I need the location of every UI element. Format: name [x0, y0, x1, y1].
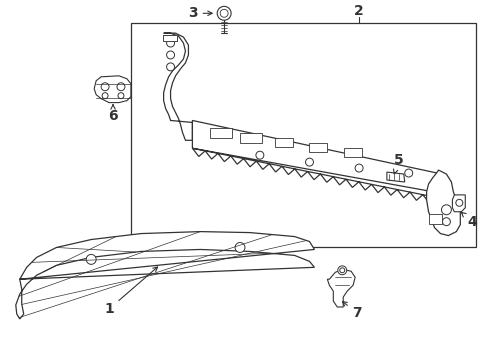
Text: 2: 2: [353, 4, 363, 18]
Circle shape: [305, 158, 313, 166]
Text: 4: 4: [461, 212, 476, 229]
Circle shape: [339, 268, 344, 273]
Bar: [309, 143, 326, 152]
Circle shape: [117, 83, 124, 91]
Circle shape: [102, 93, 108, 99]
Bar: [163, 35, 176, 41]
Bar: [344, 148, 361, 157]
Polygon shape: [386, 172, 404, 182]
Text: 5: 5: [393, 153, 403, 174]
Bar: [240, 133, 262, 143]
Circle shape: [118, 93, 123, 99]
Polygon shape: [326, 269, 354, 307]
Circle shape: [404, 169, 412, 177]
Text: 6: 6: [108, 105, 118, 122]
Circle shape: [86, 255, 96, 264]
Bar: [274, 138, 292, 147]
Bar: [427, 214, 442, 224]
Bar: [210, 129, 232, 138]
Text: 7: 7: [342, 302, 361, 320]
Circle shape: [166, 39, 174, 47]
Polygon shape: [94, 76, 131, 103]
Circle shape: [441, 205, 450, 215]
Polygon shape: [426, 170, 459, 235]
Circle shape: [255, 151, 264, 159]
Circle shape: [101, 83, 109, 91]
Bar: [131, 23, 475, 247]
Circle shape: [337, 266, 346, 275]
Circle shape: [354, 164, 362, 172]
Circle shape: [220, 9, 228, 17]
Text: 3: 3: [188, 6, 198, 20]
Circle shape: [235, 243, 244, 252]
Circle shape: [166, 51, 174, 59]
Polygon shape: [163, 33, 192, 140]
Text: 1: 1: [104, 267, 157, 316]
Circle shape: [455, 199, 462, 206]
Polygon shape: [16, 231, 314, 319]
Circle shape: [166, 63, 174, 71]
Bar: [163, 35, 176, 41]
Circle shape: [442, 218, 449, 226]
Polygon shape: [192, 121, 449, 206]
Circle shape: [217, 6, 231, 20]
Polygon shape: [451, 195, 464, 212]
